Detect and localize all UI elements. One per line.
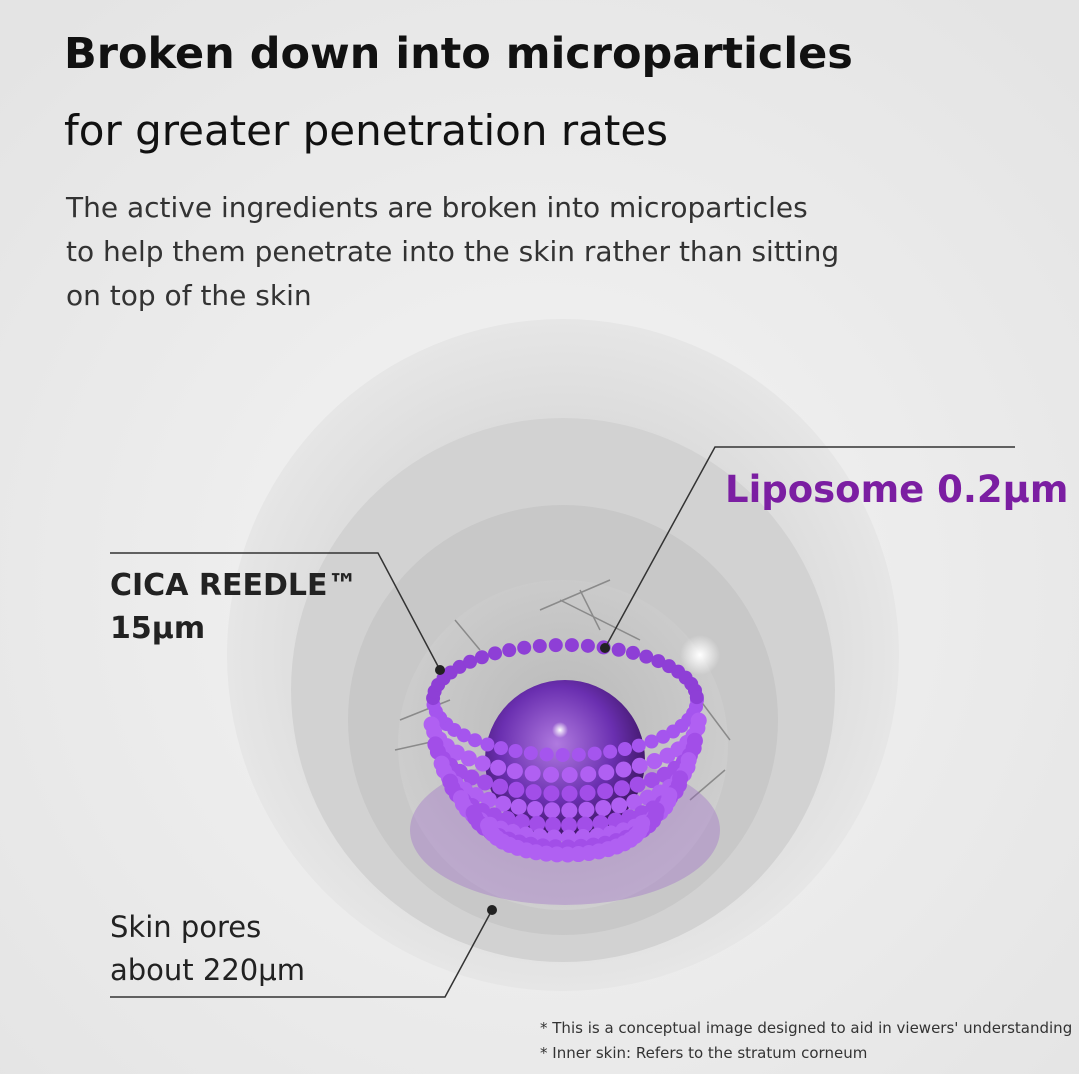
bead [611,642,626,657]
cica-label: CICA REEDLE™ [110,568,357,603]
bead [564,638,579,653]
bead [492,778,509,795]
bead [508,743,523,758]
bead [548,638,563,653]
footnote: * This is a conceptual image designed to… [540,1019,1072,1037]
bead [561,802,578,819]
bead [427,736,444,753]
bead [527,801,544,818]
bead [477,774,494,791]
description: on top of the skin [66,279,312,312]
title: Broken down into microparticles [64,29,853,79]
bead [651,654,666,669]
leader-dot [435,665,445,675]
bead [603,744,618,759]
bead [524,765,541,782]
bead [480,737,495,752]
bead [442,773,459,790]
bead [644,734,659,749]
bead [631,757,648,774]
leader-line [110,552,441,671]
bead [659,747,676,764]
bead [580,766,597,783]
bead [646,753,663,770]
bead [495,795,512,812]
bead [544,817,561,834]
highlight [552,722,568,738]
bead [629,776,646,793]
bead [502,643,517,658]
leader-line [604,446,1015,649]
bead [532,639,547,654]
bead [592,814,609,831]
bead [506,763,523,780]
footnote: * Inner skin: Refers to the stratum corn… [540,1044,867,1062]
leader-line [110,909,493,998]
bead [611,797,628,814]
bead [543,766,560,783]
bead [488,646,503,661]
bead [452,790,469,807]
highlight [680,635,720,675]
bead [626,793,643,810]
bead [656,766,673,783]
bead [523,746,538,761]
bead [613,780,630,797]
bead [467,733,482,748]
bead [561,785,578,802]
bead [508,781,525,798]
bead [597,783,614,800]
bead [615,761,632,778]
liposome-beads [423,638,707,863]
pores-label: Skin pores [110,910,261,944]
bead [643,772,660,789]
bead [689,690,704,705]
bead [460,750,477,767]
bead [579,784,596,801]
bead [587,746,602,761]
bead [433,755,450,772]
bead [463,654,478,669]
pores-size: about 220μm [110,953,305,987]
bead [452,659,467,674]
bead [576,816,593,833]
bead [544,802,561,819]
bead [517,640,532,655]
bead [625,645,640,660]
bead [474,650,489,665]
bead [465,804,482,821]
bead [656,729,671,744]
bead [525,784,542,801]
bead [598,764,615,781]
bead [539,747,554,762]
leader-dot [487,905,497,915]
leader-dot [600,643,610,653]
subtitle: for greater penetration rates [64,106,668,155]
bead [631,738,646,753]
bead [571,747,586,762]
bead [423,716,440,733]
bead [543,785,560,802]
bead [561,767,578,784]
liposome-label: Liposome 0.2μm [725,468,1068,511]
description: to help them penetrate into the skin rat… [66,235,839,268]
bead [529,815,546,832]
cica-size: 15μm [110,611,205,646]
bead [494,741,509,756]
bead [595,800,612,817]
bead [617,742,632,757]
bead [555,747,570,762]
bead [580,638,595,653]
bead [561,817,578,834]
bead [480,817,497,834]
bead [639,649,654,664]
bead [510,798,527,815]
description: The active ingredients are broken into m… [65,191,808,224]
bead [490,759,507,776]
bead [474,755,491,772]
bead [578,801,595,818]
